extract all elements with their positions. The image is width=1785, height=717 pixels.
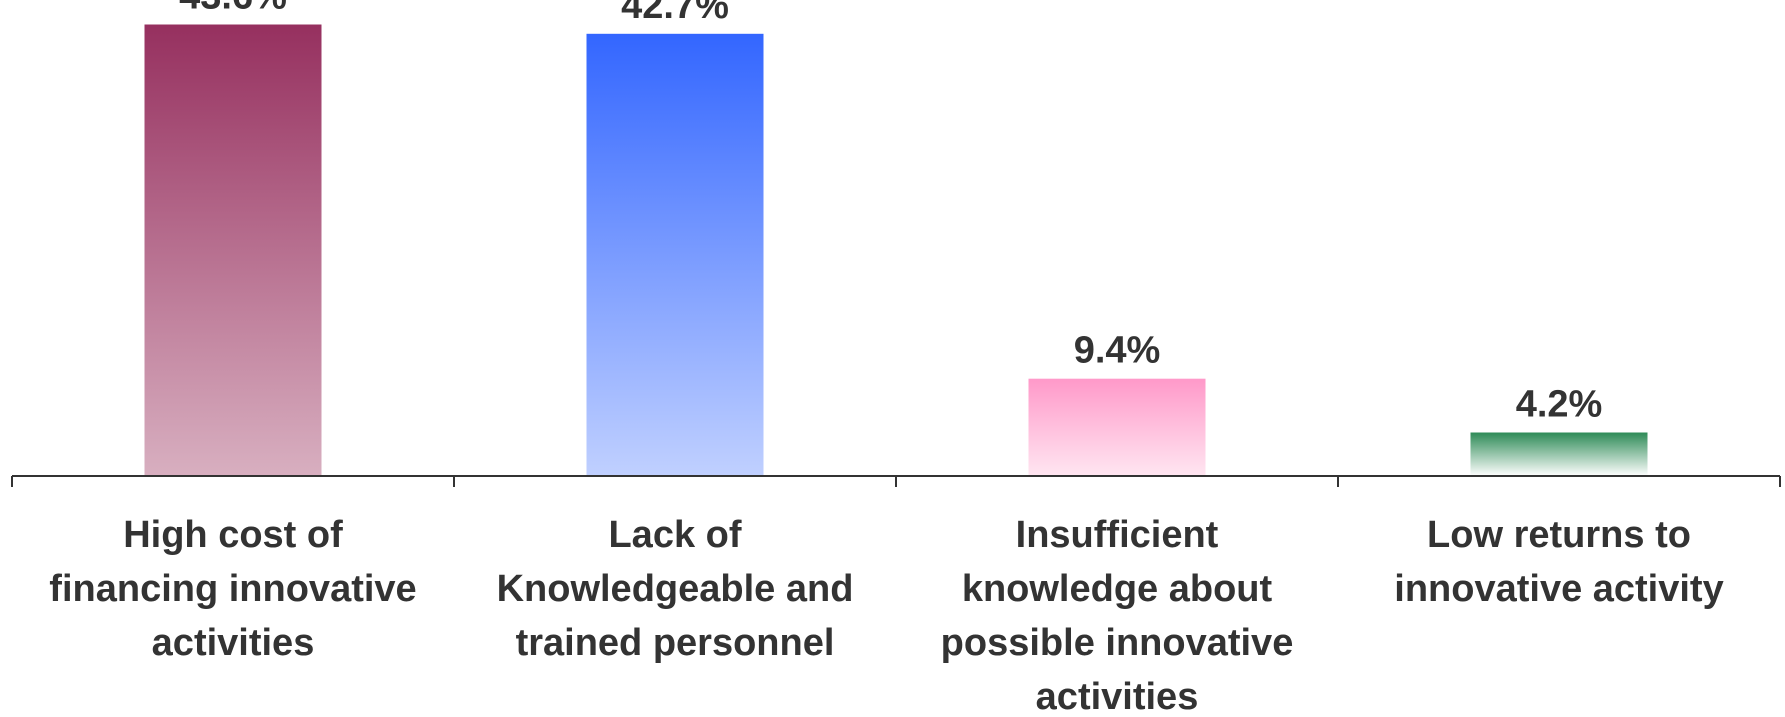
category-label-line: Lack of — [608, 514, 741, 556]
category-label-line: activities — [1036, 676, 1199, 717]
category-label-line: Insufficient — [1016, 514, 1219, 556]
category-label-2: Lack of Knowledgeable and trained personne… — [497, 514, 854, 664]
category-label-line: financing innovative — [49, 568, 416, 610]
x-axis — [12, 476, 1780, 487]
bars-layer — [145, 25, 1648, 477]
value-label-3: 9.4% — [1074, 330, 1161, 372]
category-label-line: knowledge about — [962, 568, 1273, 610]
category-label-line: activities — [152, 622, 315, 664]
category-labels: High cost of financing innovative activiti… — [49, 514, 1723, 717]
category-label-4: Low returns to innovative activity — [1394, 514, 1723, 610]
category-label-1: High cost of financing innovative activiti… — [49, 514, 416, 664]
category-label-line: possible innovative — [941, 622, 1294, 664]
category-label-line: Knowledgeable and — [497, 568, 854, 610]
value-labels: 43.6% 42.7% 9.4% 4.2% — [179, 0, 1602, 426]
category-label-line: innovative activity — [1394, 568, 1723, 610]
value-label-4: 4.2% — [1516, 384, 1603, 426]
category-label-line: High cost of — [123, 514, 343, 556]
value-label-2: 42.7% — [621, 0, 729, 27]
category-label-line: Low returns to — [1427, 514, 1691, 556]
bar-3 — [1029, 379, 1206, 476]
value-label-1: 43.6% — [179, 0, 287, 18]
category-label-3: Insufficient knowledge about possible inno… — [941, 514, 1294, 717]
bar-1 — [145, 25, 322, 477]
category-label-line: trained personnel — [516, 622, 835, 664]
bar-2 — [587, 34, 764, 476]
bar-4 — [1471, 433, 1648, 477]
